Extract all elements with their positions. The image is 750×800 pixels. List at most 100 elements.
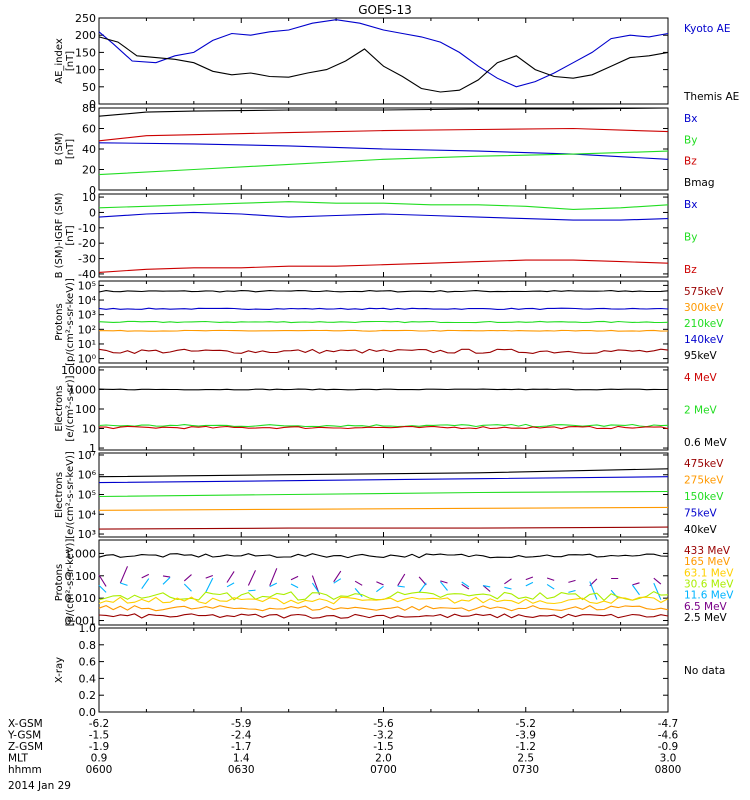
y-tick-label: 0.8 (79, 639, 97, 652)
plot-title: GOES-13 (358, 3, 412, 17)
y-tick-label: 10⁴ (78, 294, 97, 307)
y-tick-label: 1.0 (79, 622, 97, 635)
series-line (98, 201, 669, 210)
y-tick-label: 10⁶ (78, 469, 97, 482)
legend-entry: Kyoto AE (684, 23, 730, 35)
footer-value: -1.7 (231, 741, 252, 753)
footer-value: -5.6 (373, 718, 394, 730)
footer-value: -4.6 (658, 730, 679, 742)
footer-row-label: MLT (8, 753, 28, 765)
y-axis-label: [e/(cm²-s-sr)] (65, 375, 76, 441)
orbit-footer: X-GSM -6.2 -5.9 -5.6 -5.2 -4.7 Y-GSM -1.5 -2.4 -3… (7, 718, 681, 776)
y-tick-label: 0 (89, 206, 96, 219)
legend-entry: 4 MeV (684, 372, 718, 384)
y-axis-label: Electrons (54, 385, 65, 431)
footer-row-label: X-GSM (8, 718, 43, 730)
y-tick-label: 0.4 (79, 672, 97, 685)
footer-row-label: Z-GSM (8, 741, 43, 753)
panel-ae: 250 200 150 100 50 0 AE_index [nT] Kyoto AE Themi… (54, 12, 739, 111)
legend-entry: 40keV (684, 524, 718, 536)
y-tick-label: 200 (75, 29, 96, 42)
panel-xray: 1.0 0.8 0.6 0.4 0.2 0.0 X-ray No data (54, 622, 725, 719)
footer-value: -5.9 (231, 718, 252, 730)
y-tick-label: 40 (82, 143, 96, 156)
legend-entry: By (684, 232, 697, 244)
y-axis-label: [nT] (65, 225, 76, 245)
series-line (99, 329, 669, 332)
series-line (98, 613, 669, 619)
series-line (98, 290, 669, 293)
legend-entry: 30.6 MeV (684, 579, 734, 591)
y-tick-label: 0.100 (65, 570, 97, 583)
y-tick-label: 10 (82, 191, 96, 204)
y-tick-label: 60 (82, 123, 96, 136)
footer-value: -0.9 (658, 741, 679, 753)
series-line (98, 320, 669, 324)
y-axis-label: [nT] (65, 51, 76, 71)
y-tick-label: 0.2 (79, 689, 97, 702)
footer-value: 0700 (370, 764, 397, 776)
y-tick-label: 1.000 (65, 547, 97, 560)
legend-entry: Bx (684, 199, 697, 211)
legend-entry: Bx (684, 113, 697, 125)
y-tick-label: 10000 (61, 364, 96, 377)
y-tick-label: 10⁵ (78, 279, 96, 292)
footer-value: 3.0 (660, 753, 677, 765)
legend-entry: Bz (684, 264, 697, 276)
series-line (98, 348, 669, 354)
series-line (98, 211, 669, 221)
date-label: 2014 Jan 29 (8, 780, 71, 792)
y-tick-label: 10² (78, 323, 96, 336)
footer-value: -2.4 (231, 730, 252, 742)
y-tick-label: -20 (78, 237, 96, 250)
y-tick-label: 10⁷ (78, 449, 96, 462)
footer-value: 0.9 (91, 753, 108, 765)
legend-entry: 6.5 MeV (684, 601, 728, 613)
y-axis-label: [p/(cm²-s-sr-keV)] (65, 278, 76, 366)
y-tick-label: 10⁴ (78, 508, 97, 521)
y-tick-label: 10 (82, 423, 96, 436)
series-line (98, 604, 669, 612)
legend-entry: 75keV (684, 508, 718, 520)
footer-value: -1.5 (89, 730, 110, 742)
y-axis-label: AE_index (54, 38, 65, 84)
series-line (98, 577, 662, 600)
legend-entry: 275keV (684, 475, 724, 487)
y-tick-label: 10¹ (78, 338, 96, 351)
legend-entry: 165 MeV (684, 556, 731, 568)
legend-entry: 63.1 MeV (684, 567, 734, 579)
legend-entry: 95keV (684, 350, 718, 362)
footer-value: -1.9 (89, 741, 110, 753)
footer-value: -1.2 (516, 741, 537, 753)
y-tick-label: 100 (75, 64, 96, 77)
series-line (98, 307, 669, 310)
y-tick-label: 80 (82, 102, 96, 115)
series-line (98, 526, 669, 530)
y-tick-label: 0.0 (79, 706, 97, 719)
y-tick-label: 0.6 (79, 656, 97, 669)
legend-entry: Themis AE (683, 91, 739, 103)
legend-entry: No data (684, 665, 725, 677)
panel-frame (98, 452, 669, 538)
series-line (98, 107, 669, 117)
panel-frame (98, 627, 669, 713)
legend-entry: 475keV (684, 458, 724, 470)
footer-value: 0600 (86, 764, 113, 776)
y-axis-label: Protons (54, 564, 65, 601)
series-line (98, 36, 669, 93)
y-axis-label: [nT] (65, 139, 76, 159)
y-tick-label: 0.010 (65, 592, 97, 605)
footer-value: -3.9 (516, 730, 537, 742)
y-axis-label: [e/(cm²-s-sr-keV)] (65, 451, 76, 539)
y-axis-label: B (SM)-IGRF (SM) (54, 193, 65, 279)
y-tick-label: -10 (78, 222, 96, 235)
y-tick-label: 10³ (78, 528, 96, 541)
y-tick-label: 10⁰ (78, 353, 97, 366)
footer-value: 0630 (228, 764, 255, 776)
series-line (98, 388, 668, 391)
panel-electrons2: 10⁷ 10⁶ 10⁵ 10⁴ 10³ Electrons [e/(cm²-s-sr-keV… (54, 449, 724, 541)
footer-row-label: Y-GSM (7, 730, 41, 742)
series-line (98, 476, 669, 484)
y-axis-label: [p/(cm²-s-sr-keV)] (65, 539, 76, 627)
